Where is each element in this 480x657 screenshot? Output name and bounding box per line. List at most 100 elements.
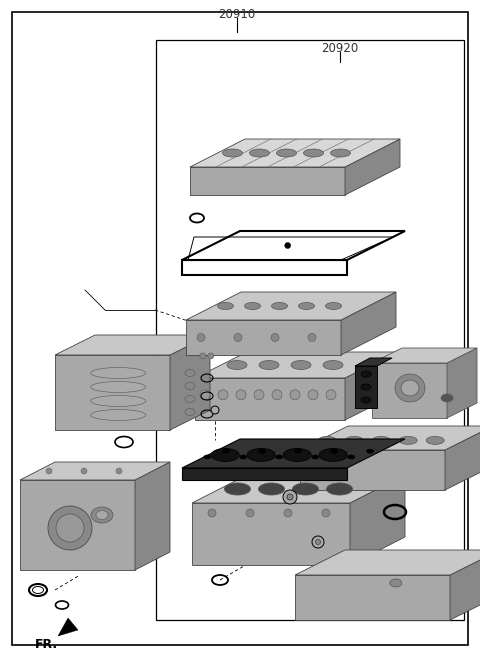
Polygon shape xyxy=(55,355,170,430)
Ellipse shape xyxy=(91,367,146,378)
Bar xyxy=(156,40,464,620)
Ellipse shape xyxy=(312,455,319,459)
Circle shape xyxy=(211,406,219,414)
Circle shape xyxy=(116,468,122,474)
Circle shape xyxy=(200,390,210,400)
Ellipse shape xyxy=(185,409,195,415)
Polygon shape xyxy=(186,292,396,320)
Ellipse shape xyxy=(323,361,343,369)
Ellipse shape xyxy=(185,369,195,376)
Circle shape xyxy=(290,390,300,400)
Polygon shape xyxy=(450,550,480,620)
Ellipse shape xyxy=(299,302,314,309)
Ellipse shape xyxy=(204,455,211,459)
Circle shape xyxy=(272,390,282,400)
Circle shape xyxy=(208,509,216,517)
Polygon shape xyxy=(300,426,480,450)
Ellipse shape xyxy=(283,449,311,461)
Ellipse shape xyxy=(303,149,324,157)
Ellipse shape xyxy=(276,149,297,157)
Polygon shape xyxy=(195,378,345,420)
Ellipse shape xyxy=(250,149,269,157)
Ellipse shape xyxy=(259,449,265,453)
Ellipse shape xyxy=(326,483,352,495)
Polygon shape xyxy=(372,348,477,363)
Polygon shape xyxy=(58,618,78,636)
Ellipse shape xyxy=(259,483,285,495)
Polygon shape xyxy=(192,475,405,503)
Circle shape xyxy=(46,468,52,474)
Circle shape xyxy=(246,509,254,517)
Polygon shape xyxy=(372,363,447,418)
Polygon shape xyxy=(355,358,392,366)
Polygon shape xyxy=(190,167,345,195)
Ellipse shape xyxy=(291,361,311,369)
Polygon shape xyxy=(182,260,347,275)
Ellipse shape xyxy=(240,455,247,459)
Circle shape xyxy=(271,334,279,342)
Ellipse shape xyxy=(331,149,350,157)
Ellipse shape xyxy=(426,436,444,444)
Ellipse shape xyxy=(401,380,419,396)
Polygon shape xyxy=(355,366,377,408)
Ellipse shape xyxy=(399,436,417,444)
Ellipse shape xyxy=(91,396,146,407)
Ellipse shape xyxy=(361,397,371,403)
Circle shape xyxy=(312,536,324,548)
Ellipse shape xyxy=(247,449,275,461)
Ellipse shape xyxy=(441,394,453,402)
Polygon shape xyxy=(182,439,405,468)
Polygon shape xyxy=(182,468,347,480)
Circle shape xyxy=(283,490,297,504)
Ellipse shape xyxy=(211,449,239,461)
Ellipse shape xyxy=(345,436,363,444)
Polygon shape xyxy=(192,503,350,565)
Ellipse shape xyxy=(361,371,371,377)
Ellipse shape xyxy=(185,382,195,390)
Ellipse shape xyxy=(331,449,337,453)
Ellipse shape xyxy=(318,436,336,444)
Ellipse shape xyxy=(91,507,113,523)
Polygon shape xyxy=(182,231,405,260)
Polygon shape xyxy=(186,320,341,355)
Ellipse shape xyxy=(185,396,195,403)
Ellipse shape xyxy=(367,449,373,453)
Circle shape xyxy=(308,334,316,342)
Polygon shape xyxy=(195,352,397,378)
Ellipse shape xyxy=(225,483,251,495)
Polygon shape xyxy=(295,575,450,620)
Polygon shape xyxy=(445,426,480,490)
Polygon shape xyxy=(345,139,400,195)
Polygon shape xyxy=(55,335,210,355)
Ellipse shape xyxy=(319,449,347,461)
Polygon shape xyxy=(295,550,480,575)
Polygon shape xyxy=(170,335,210,430)
Ellipse shape xyxy=(96,510,108,520)
Ellipse shape xyxy=(325,302,341,309)
Ellipse shape xyxy=(348,455,355,459)
Ellipse shape xyxy=(223,449,229,453)
Circle shape xyxy=(326,390,336,400)
Circle shape xyxy=(315,539,321,545)
Circle shape xyxy=(284,509,292,517)
Circle shape xyxy=(218,390,228,400)
Polygon shape xyxy=(350,475,405,565)
Ellipse shape xyxy=(227,361,247,369)
Ellipse shape xyxy=(223,149,242,157)
Ellipse shape xyxy=(361,384,371,390)
Ellipse shape xyxy=(395,374,425,402)
Circle shape xyxy=(254,390,264,400)
Polygon shape xyxy=(20,462,170,480)
Circle shape xyxy=(56,514,84,542)
Ellipse shape xyxy=(217,302,233,309)
Ellipse shape xyxy=(295,449,301,453)
Ellipse shape xyxy=(259,361,279,369)
Polygon shape xyxy=(300,450,445,490)
Polygon shape xyxy=(447,348,477,418)
Circle shape xyxy=(200,353,206,359)
Polygon shape xyxy=(345,352,397,420)
Circle shape xyxy=(287,494,293,500)
Ellipse shape xyxy=(244,302,261,309)
Circle shape xyxy=(81,468,87,474)
Circle shape xyxy=(322,509,330,517)
